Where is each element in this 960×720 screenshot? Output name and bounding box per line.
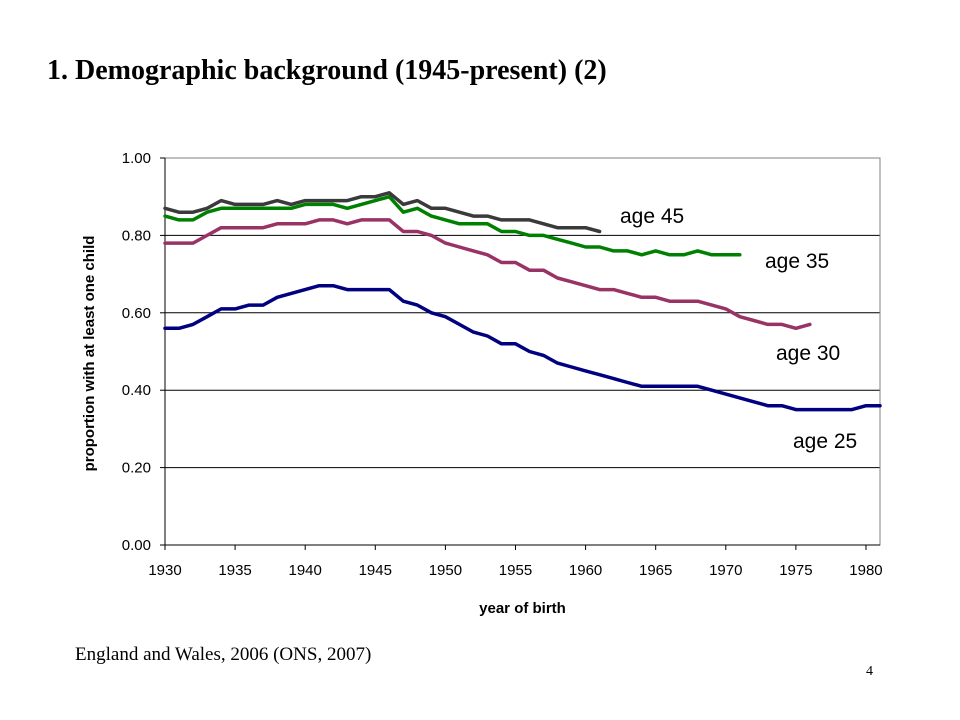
slide-title: 1. Demographic background (1945-present)…	[47, 55, 607, 86]
x-tick-label: 1965	[639, 562, 672, 579]
y-tick-label: 0.80	[122, 227, 151, 244]
series-line-age-25	[163, 283, 882, 412]
x-tick-label: 1940	[289, 562, 322, 579]
x-tick-label: 1930	[148, 562, 181, 579]
gridlines	[165, 157, 880, 469]
series-lines	[163, 191, 882, 412]
series-labels: age 45 age 35 age 30 age 25	[620, 205, 857, 453]
x-axis-title: year of birth	[479, 600, 566, 617]
x-tick-label: 1945	[359, 562, 392, 579]
series-label: age 25	[793, 430, 857, 453]
axis-ticks: 0.00 0.20 0.40 0.60 0.80 1.00 1930 1935 1940 1945…	[122, 150, 883, 579]
x-tick-label: 1935	[218, 562, 251, 579]
series-line-age-35	[163, 194, 742, 257]
series-label: age 30	[776, 342, 840, 365]
x-tick-label: 1950	[429, 562, 462, 579]
x-tick-label: 1975	[779, 562, 812, 579]
y-tick-label: 0.60	[122, 305, 151, 322]
y-tick-label: 1.00	[122, 150, 151, 167]
x-tick-label: 1970	[709, 562, 742, 579]
y-tick-label: 0.40	[122, 382, 151, 399]
series-label: age 35	[765, 250, 829, 273]
x-tick-label: 1980	[849, 562, 882, 579]
series-line-age-45	[163, 191, 602, 234]
y-tick-label: 0.00	[122, 537, 151, 554]
series-label: age 45	[620, 205, 684, 228]
y-axis-title: proportion with at least one child	[81, 236, 98, 472]
x-tick-label: 1955	[499, 562, 532, 579]
series-line-age-30	[163, 218, 812, 331]
x-tick-label: 1960	[569, 562, 602, 579]
plot-area-frame	[164, 157, 881, 546]
y-tick-label: 0.20	[122, 460, 151, 477]
source-note: England and Wales, 2006 (ONS, 2007)	[75, 644, 372, 665]
page-number: 4	[866, 664, 873, 679]
